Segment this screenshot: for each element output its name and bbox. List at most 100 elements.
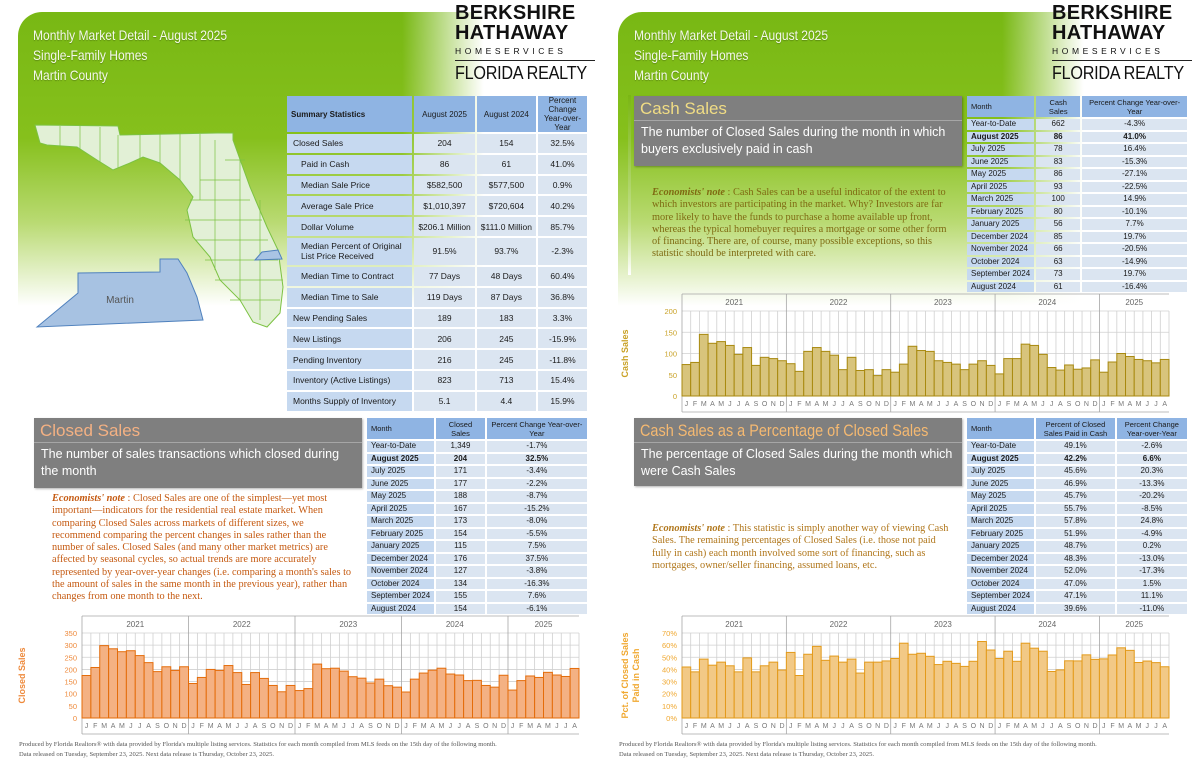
x-month-label: F bbox=[902, 723, 906, 730]
row-label: Median Time to Sale bbox=[287, 287, 413, 307]
cell-value: 61 bbox=[476, 154, 536, 174]
x-month-label: M bbox=[1136, 401, 1142, 408]
bar bbox=[1125, 649, 1135, 719]
county-name: Martin County bbox=[33, 67, 108, 83]
y-tick-label: 50 bbox=[69, 702, 77, 711]
x-year-label: 2024 bbox=[446, 620, 464, 629]
note-label: Economists' note bbox=[652, 187, 725, 198]
table-row: July 2025 45.6% 20.3% bbox=[967, 466, 1187, 477]
table-row: April 2025 93 -22.5% bbox=[967, 181, 1187, 192]
x-month-label: M bbox=[1014, 723, 1020, 730]
cell-value: 245 bbox=[476, 350, 536, 369]
x-month-label: D bbox=[1093, 401, 1098, 408]
x-month-label: J bbox=[191, 723, 195, 730]
bar bbox=[838, 661, 848, 719]
bar bbox=[872, 375, 883, 397]
x-month-label: M bbox=[1118, 723, 1124, 730]
bar bbox=[907, 345, 918, 397]
cell-value: -3.8% bbox=[486, 566, 587, 577]
x-month-label: A bbox=[217, 723, 222, 730]
bar bbox=[1064, 364, 1074, 397]
cell-value: -15.9% bbox=[537, 329, 587, 349]
x-month-label: A bbox=[572, 723, 577, 730]
cell-value: 154 bbox=[436, 528, 485, 539]
table-row: June 2025 177 -2.2% bbox=[367, 478, 587, 489]
table-row: March 2025 57.8% 24.8% bbox=[967, 516, 1187, 527]
bar bbox=[1116, 647, 1127, 719]
table-row: November 2024 66 -20.5% bbox=[967, 244, 1187, 255]
bar bbox=[707, 664, 718, 719]
x-month-label: J bbox=[789, 723, 793, 730]
bar bbox=[846, 356, 857, 397]
bar bbox=[1003, 358, 1013, 397]
row-label: March 2025 bbox=[967, 516, 1035, 527]
cell-value: 3.3% bbox=[537, 308, 587, 328]
bar bbox=[1046, 367, 1057, 397]
row-label: July 2025 bbox=[967, 144, 1035, 155]
cell-value: 48.7% bbox=[1036, 541, 1115, 552]
bar bbox=[179, 666, 189, 719]
cell-value: -20.5% bbox=[1082, 244, 1187, 255]
x-month-label: J bbox=[685, 723, 689, 730]
bar bbox=[507, 689, 518, 719]
brokerage-logo: BERKSHIRE HATHAWAY HOMESERVICES FLORIDA … bbox=[455, 3, 595, 85]
x-month-label: A bbox=[710, 401, 715, 408]
cell-value: -3.4% bbox=[486, 466, 587, 477]
cell-value: 91.5% bbox=[414, 237, 475, 265]
x-month-label: O bbox=[971, 401, 977, 408]
bar bbox=[392, 686, 402, 719]
cell-value: 0.2% bbox=[1116, 541, 1187, 552]
x-month-label: M bbox=[805, 723, 811, 730]
section-title: Cash Sales as a Percentage of Closed Sal… bbox=[640, 421, 929, 440]
bar bbox=[994, 658, 1005, 719]
row-label: New Pending Sales bbox=[287, 308, 413, 328]
x-month-label: S bbox=[754, 401, 759, 408]
x-month-label: M bbox=[208, 723, 214, 730]
bar bbox=[820, 350, 831, 397]
martin-county-highlight bbox=[253, 249, 283, 261]
cell-value: 127 bbox=[436, 566, 485, 577]
y-tick-label: 250 bbox=[64, 653, 77, 662]
cell-value: 177 bbox=[436, 478, 485, 489]
cell-value: $111.0 Million bbox=[476, 217, 536, 236]
cell-value: 183 bbox=[476, 308, 536, 328]
cell-value: 16.4% bbox=[1082, 144, 1187, 155]
x-month-label: J bbox=[298, 723, 302, 730]
report-title: Monthly Market Detail - August 2025 bbox=[33, 27, 228, 43]
x-year-label: 2023 bbox=[934, 298, 952, 307]
row-label: October 2024 bbox=[367, 578, 435, 589]
x-month-label: A bbox=[849, 401, 854, 408]
row-label: Year-to-Date bbox=[367, 441, 435, 452]
x-month-label: O bbox=[164, 723, 170, 730]
bar bbox=[338, 670, 349, 719]
bar bbox=[724, 344, 735, 397]
bar bbox=[933, 664, 944, 719]
cell-value: 85.7% bbox=[537, 217, 587, 236]
cell-value: 85 bbox=[1036, 231, 1081, 242]
county-name: Martin County bbox=[634, 67, 709, 83]
x-month-label: J bbox=[737, 723, 741, 730]
bar bbox=[733, 353, 744, 397]
x-month-label: J bbox=[1050, 723, 1054, 730]
row-label: August 2024 bbox=[367, 603, 435, 614]
row-label: Months Supply of Inventory bbox=[287, 391, 413, 411]
property-type: Single-Family Homes bbox=[33, 47, 148, 63]
logo-line: BERKSHIRE bbox=[1052, 2, 1173, 24]
x-month-label: J bbox=[342, 723, 346, 730]
x-year-label: 2022 bbox=[830, 298, 848, 307]
x-month-label: M bbox=[701, 401, 707, 408]
row-label: November 2024 bbox=[967, 244, 1035, 255]
bar bbox=[759, 356, 770, 397]
bar bbox=[959, 369, 970, 397]
x-month-label: O bbox=[483, 723, 489, 730]
x-year-label: 2025 bbox=[535, 620, 553, 629]
x-month-label: S bbox=[475, 723, 480, 730]
bar bbox=[820, 659, 831, 719]
table-row: Year-to-Date 49.1% -2.6% bbox=[967, 441, 1187, 452]
column-header: Closed Sales bbox=[436, 418, 485, 439]
x-month-label: J bbox=[85, 723, 89, 730]
y-tick-label: 200 bbox=[664, 307, 677, 316]
bar bbox=[498, 674, 509, 719]
bar bbox=[890, 371, 900, 397]
bar bbox=[534, 676, 544, 719]
